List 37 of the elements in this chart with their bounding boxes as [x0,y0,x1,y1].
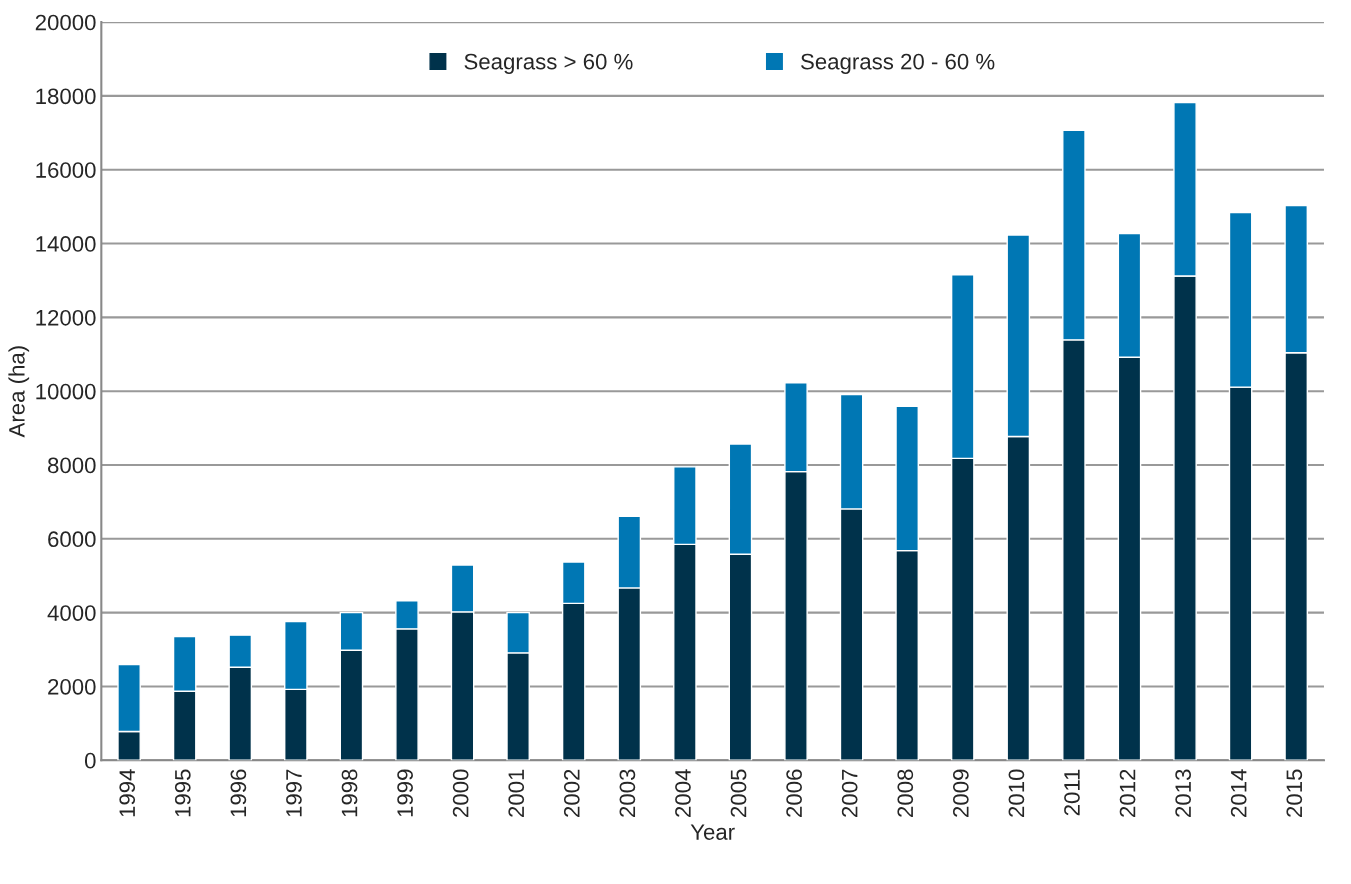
x-tick-label: 1996 [230,769,247,817]
x-tick-label: 2004 [675,769,691,817]
x-tick-label: 2009 [952,769,969,817]
x-tick-label: 1999 [397,769,413,817]
x-tick-label: 2003 [619,769,636,817]
x-axis-title: Year [690,824,735,840]
y-tick-label: 14000 [36,236,96,252]
x-tick-label: 2013 [1175,769,1192,817]
x-tick-label: 2000 [452,769,469,817]
legend-label: Seagrass 20 - 60 % [801,53,995,74]
x-tick-label: 2001 [508,769,525,817]
y-tick-label: 12000 [36,309,96,326]
y-tick-label: 2000 [48,678,96,695]
x-tick-label: 2006 [786,769,802,817]
x-tick-label: 2014 [1230,769,1247,817]
legend-label: Seagrass > 60 % [464,53,633,74]
x-tick-label: 1995 [174,769,191,817]
x-tick-label: 1997 [286,769,302,817]
x-tick-label: 2010 [1008,769,1025,817]
y-tick-label: 18000 [36,88,96,105]
x-tick-label: 2008 [897,769,914,817]
x-tick-label: 2007 [841,769,858,817]
y-tick-label: 16000 [36,162,96,178]
y-axis-title: Area (ha) [8,346,30,438]
y-tick-label: 20000 [35,14,96,31]
y-tick-label: 4000 [47,605,96,621]
x-tick-label: 2002 [563,769,580,817]
x-tick-label: 1994 [119,769,136,817]
y-tick-label: 6000 [48,531,96,548]
y-tick-label: 8000 [48,457,96,474]
y-tick-label: 10000 [36,383,96,400]
y-tick-label: 0 [84,752,96,769]
x-tick-label: 2012 [1119,769,1136,817]
x-tick-label: 2011 [1064,769,1080,816]
x-tick-label: 1998 [341,769,358,817]
x-tick-label: 2005 [730,769,747,817]
x-tick-label: 2015 [1286,769,1303,817]
